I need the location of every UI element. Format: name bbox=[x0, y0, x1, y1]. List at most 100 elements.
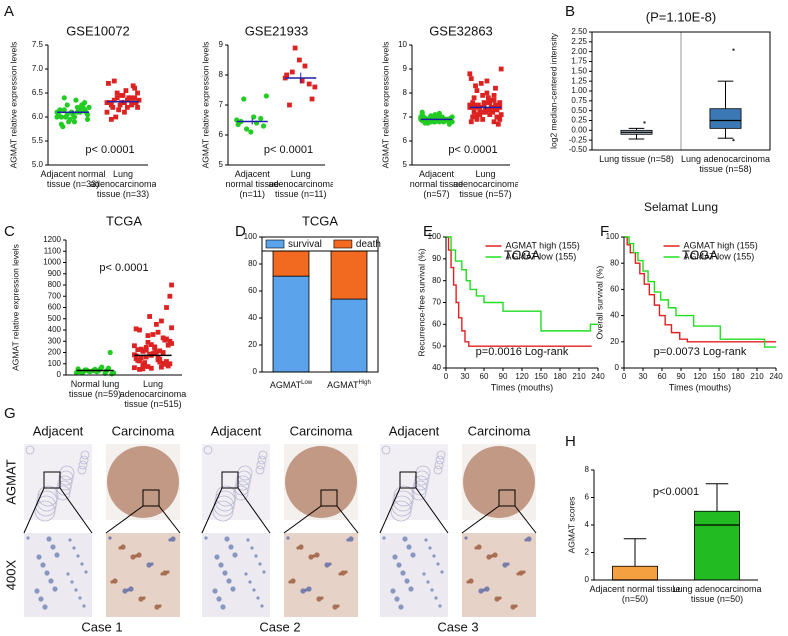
data-point bbox=[483, 109, 488, 115]
data-point bbox=[148, 342, 154, 348]
y-tick-label: 1.75 bbox=[571, 57, 587, 66]
cell-nucleus bbox=[298, 544, 304, 550]
cell-nucleus bbox=[48, 578, 54, 584]
data-point bbox=[495, 121, 501, 127]
data-point bbox=[235, 121, 241, 128]
y-tick-label: 0.75 bbox=[571, 96, 587, 105]
chart-title: TCGA bbox=[302, 213, 338, 228]
y-tick-label: 700 bbox=[48, 291, 62, 300]
y-axis-label: Overall survival (%) bbox=[594, 265, 604, 339]
x-tick-label: 60 bbox=[480, 372, 489, 381]
data-point bbox=[487, 112, 493, 117]
y-axis-label: Recurrence-free survival (%) bbox=[416, 248, 426, 356]
tissue-fiber bbox=[235, 475, 251, 491]
cell-nucleus bbox=[108, 536, 112, 540]
data-point bbox=[480, 117, 486, 122]
data-point bbox=[164, 359, 169, 364]
cell-nucleus bbox=[80, 562, 84, 566]
data-point bbox=[63, 114, 69, 120]
box bbox=[694, 510, 740, 581]
tissue-fiber bbox=[79, 455, 89, 465]
cell-nucleus bbox=[70, 580, 74, 584]
y-tick-label: 9 bbox=[403, 64, 408, 73]
cell-nucleus bbox=[258, 562, 262, 566]
cell-nucleus bbox=[54, 552, 60, 558]
tissue-fiber bbox=[57, 475, 73, 491]
x-tick-label: 60 bbox=[658, 372, 667, 381]
survival-curve bbox=[624, 236, 776, 348]
zoom-line bbox=[237, 487, 271, 534]
y-tick-label: 80 bbox=[610, 258, 619, 267]
data-point bbox=[491, 97, 497, 103]
x-tick-label: 90 bbox=[499, 372, 508, 381]
data-point bbox=[473, 83, 478, 89]
cell-nucleus bbox=[346, 538, 350, 542]
data-point bbox=[133, 100, 139, 105]
image-label: Carcinoma bbox=[468, 423, 532, 438]
cell-nucleus bbox=[390, 588, 396, 594]
y-tick-label: 0 bbox=[57, 370, 62, 379]
data-point bbox=[152, 345, 158, 351]
annotation: p< 0.0001 bbox=[99, 262, 148, 274]
data-point bbox=[61, 95, 67, 101]
y-tick-label: 20 bbox=[248, 340, 257, 349]
zoom-line bbox=[201, 487, 223, 534]
cell-nucleus bbox=[410, 552, 416, 558]
panel-label: B bbox=[565, 3, 575, 20]
tissue-fiber bbox=[34, 500, 56, 522]
y-tick-label: 5.5 bbox=[32, 136, 44, 145]
cell-nucleus bbox=[464, 536, 468, 540]
tissue-fiber bbox=[436, 450, 446, 460]
data-point bbox=[493, 102, 498, 108]
y-tick-label: 2 bbox=[585, 548, 590, 557]
cell-nucleus bbox=[348, 536, 354, 542]
y-tick-label: 20 bbox=[610, 337, 619, 346]
data-point bbox=[147, 314, 153, 319]
x-tick-label: 0 bbox=[444, 372, 449, 381]
cell-nucleus bbox=[122, 588, 128, 594]
tissue-fiber bbox=[203, 445, 213, 455]
cell-nucleus bbox=[34, 588, 40, 594]
y-tick-label: 6 bbox=[585, 493, 590, 502]
annotation: p< 0.0001 bbox=[85, 144, 134, 156]
data-point bbox=[136, 97, 142, 103]
data-point bbox=[120, 93, 126, 98]
data-point bbox=[241, 96, 247, 102]
y-tick-label: 60 bbox=[248, 286, 257, 295]
cell-nucleus bbox=[224, 536, 230, 542]
zoom-image bbox=[462, 533, 536, 617]
cell-nucleus bbox=[120, 544, 126, 550]
chart-title: TCGA bbox=[682, 247, 718, 262]
cell-nucleus bbox=[404, 578, 410, 584]
data-point bbox=[169, 341, 174, 346]
data-point bbox=[129, 102, 135, 108]
cell-nucleus bbox=[130, 554, 136, 560]
data-point bbox=[123, 88, 129, 93]
y-axis-label: AGMAT relative expression levels bbox=[380, 42, 390, 169]
data-point bbox=[477, 112, 483, 117]
data-point bbox=[258, 115, 264, 122]
data-point bbox=[147, 351, 153, 357]
data-point bbox=[169, 325, 174, 331]
y-tick-label: 2.00 bbox=[571, 47, 587, 56]
data-point bbox=[84, 116, 91, 122]
data-point bbox=[164, 305, 169, 310]
tissue-core bbox=[463, 446, 535, 518]
cell-nucleus bbox=[42, 604, 48, 610]
data-point bbox=[114, 95, 120, 101]
zoom-image bbox=[284, 533, 358, 617]
x-tick-label-box: Adjacent normal tissue (n=57) bbox=[410, 169, 464, 199]
y-tick-label: 0.50 bbox=[571, 106, 587, 115]
legend-label: survival bbox=[288, 239, 322, 250]
tissue-fiber bbox=[381, 445, 391, 455]
y-tick-label: 7.0 bbox=[32, 64, 44, 73]
bar-segment bbox=[272, 275, 310, 373]
cell-nucleus bbox=[510, 604, 516, 610]
x-tick-label-box: Lung adenocarcinoma tissue (n=11) bbox=[269, 169, 334, 199]
data-point bbox=[132, 95, 138, 101]
data-point bbox=[491, 119, 497, 125]
data-point bbox=[287, 102, 292, 108]
tissue-fiber bbox=[78, 460, 88, 470]
data-point bbox=[470, 100, 476, 105]
y-tick-label: 1.00 bbox=[571, 86, 587, 95]
